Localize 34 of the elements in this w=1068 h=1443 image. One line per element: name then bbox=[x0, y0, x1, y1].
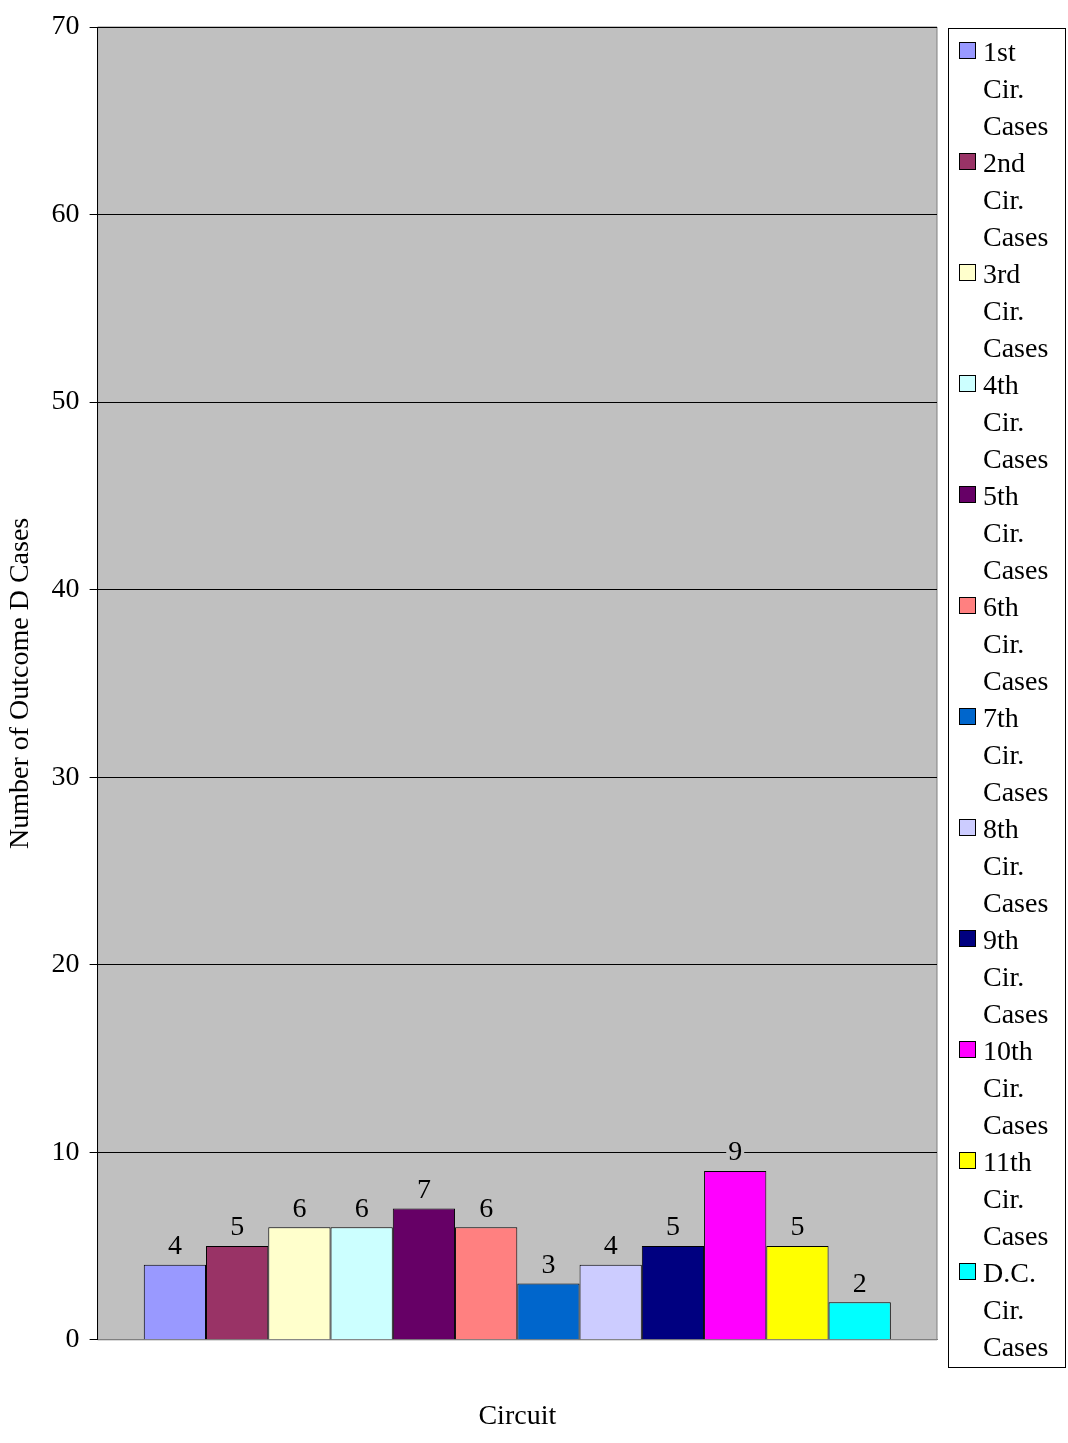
legend-label: 3rd Cir. Cases bbox=[983, 257, 1050, 365]
legend-label: 6th Cir. Cases bbox=[983, 590, 1050, 698]
y-tick-label: 70 bbox=[51, 9, 80, 41]
y-tick-label: 60 bbox=[51, 196, 80, 228]
data-label: 5 bbox=[665, 1210, 680, 1242]
legend-label: 7th Cir. Cases bbox=[983, 701, 1050, 809]
data-label: 4 bbox=[167, 1229, 182, 1261]
legend-label: 5th Cir. Cases bbox=[983, 479, 1050, 587]
data-label: 3 bbox=[541, 1247, 556, 1279]
data-label: 4 bbox=[603, 1229, 618, 1261]
legend-label: 10th Cir. Cases bbox=[983, 1034, 1050, 1142]
data-label: 6 bbox=[354, 1191, 369, 1223]
legend-label: 9th Cir. Cases bbox=[983, 923, 1050, 1031]
legend-label: D.C. Cir. Cases bbox=[983, 1256, 1050, 1364]
data-label: 9 bbox=[728, 1135, 743, 1167]
y-tick-label: 40 bbox=[51, 571, 80, 603]
legend-label: 11th Cir. Cases bbox=[983, 1145, 1050, 1253]
y-tick-label: 30 bbox=[51, 759, 80, 791]
y-tick-label: 10 bbox=[51, 1134, 80, 1166]
legend-label: 2nd Cir. Cases bbox=[983, 146, 1050, 254]
y-axis-title: Number of Outcome D Cases bbox=[3, 517, 35, 850]
data-label: 2 bbox=[852, 1266, 867, 1298]
data-label: 6 bbox=[479, 1191, 494, 1223]
legend-label: 8th Cir. Cases bbox=[983, 812, 1050, 920]
x-axis-title: Circuit bbox=[478, 1398, 557, 1430]
y-tick-label: 20 bbox=[51, 947, 80, 979]
legend-label: 4th Cir. Cases bbox=[983, 368, 1050, 476]
data-label: 5 bbox=[230, 1210, 245, 1242]
legend-label: 1st Cir. Cases bbox=[983, 35, 1050, 143]
data-label: 6 bbox=[292, 1191, 307, 1223]
data-label: 5 bbox=[790, 1210, 805, 1242]
y-tick-label: 0 bbox=[65, 1322, 80, 1354]
data-label: 7 bbox=[416, 1172, 431, 1204]
y-tick-label: 50 bbox=[51, 384, 80, 416]
